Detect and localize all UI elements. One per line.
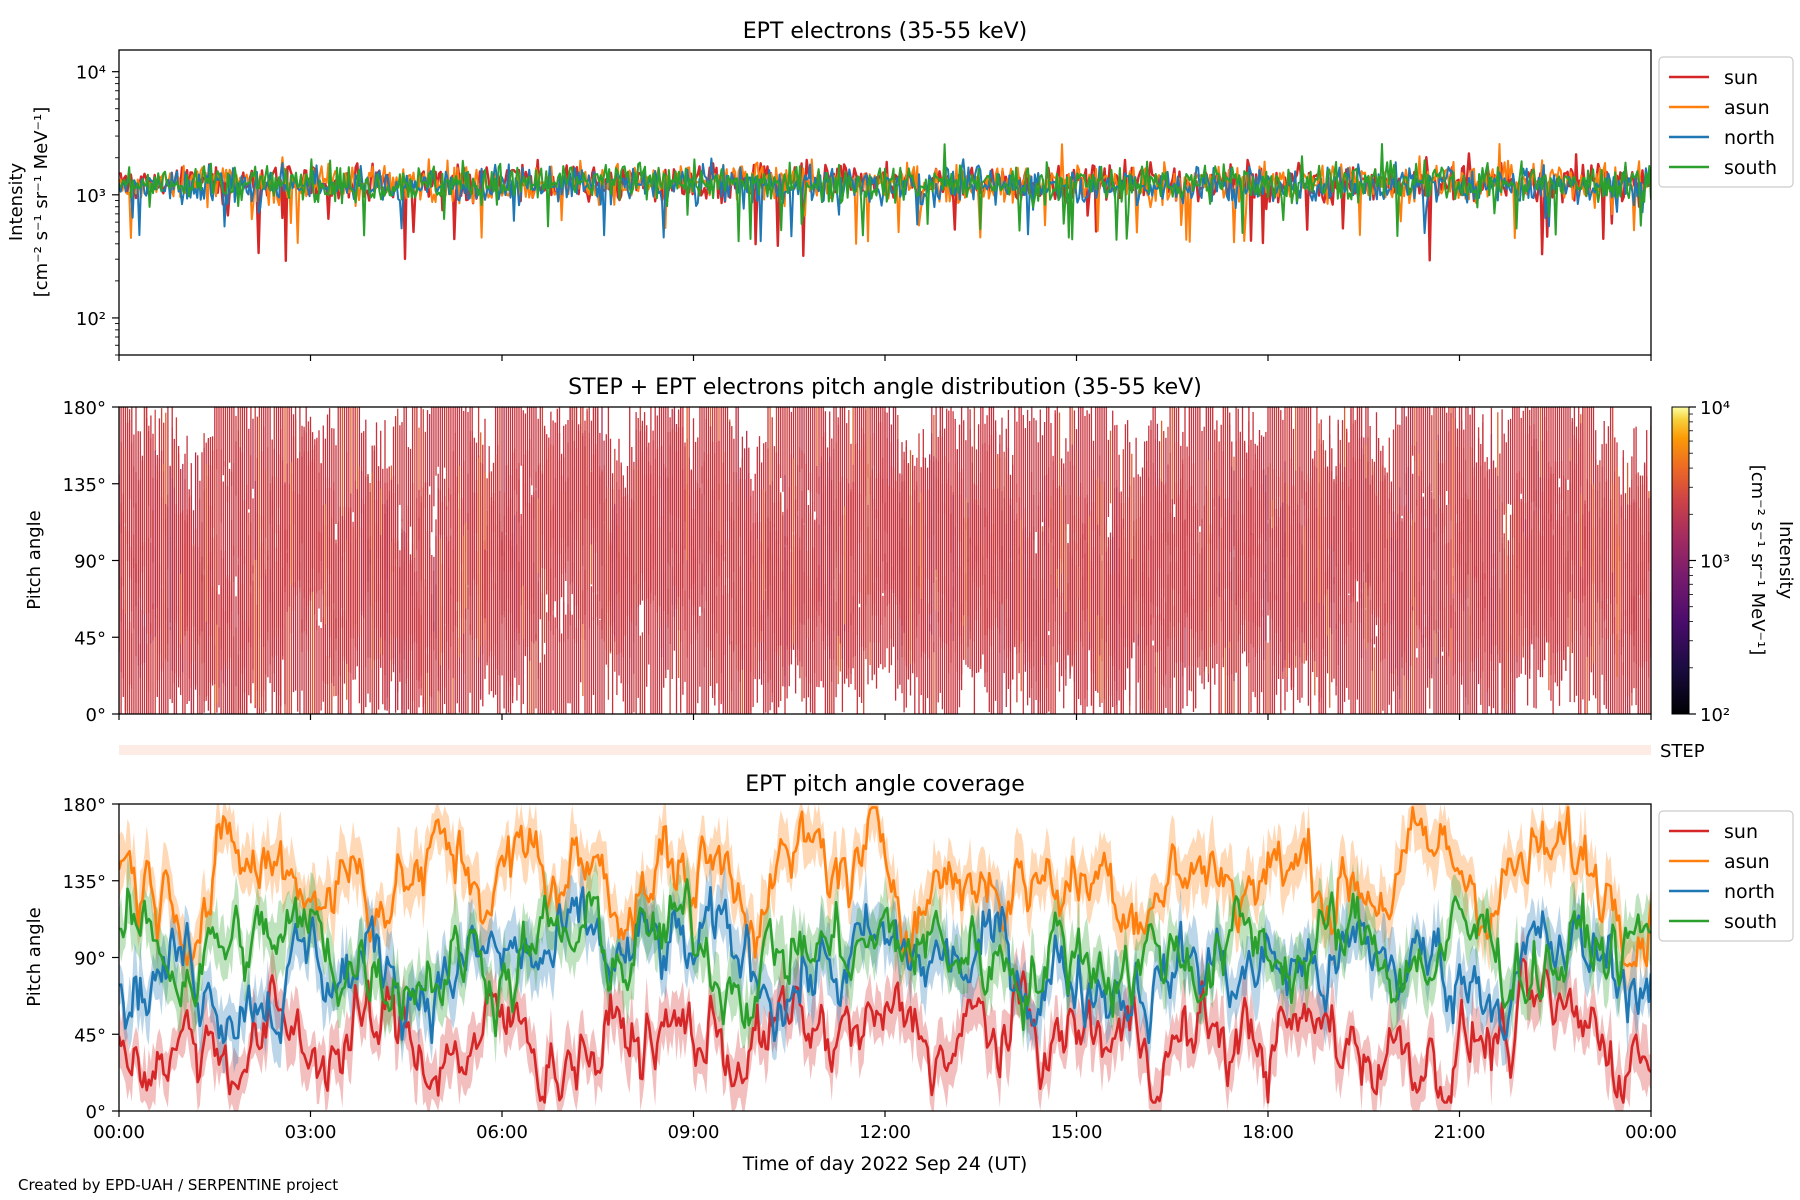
y-tick-label: 0° <box>86 705 106 726</box>
legend-label-sun: sun <box>1724 67 1758 89</box>
x-tick-label: 18:00 <box>1242 1122 1294 1143</box>
panel2-ylabel: Pitch angle <box>24 510 45 609</box>
band-north <box>119 852 1651 1075</box>
panel2-x-ticks <box>118 714 1652 720</box>
y-tick-label: 0° <box>86 1102 106 1123</box>
y-tick-label: 45° <box>74 628 106 649</box>
y-tick-label: 180° <box>63 795 106 816</box>
panel1-y-ticks: 10² 10³ 10⁴ <box>76 63 119 356</box>
legend-label-asun: asun <box>1724 97 1770 119</box>
panel1-title: EPT electrons (35-55 keV) <box>743 19 1028 44</box>
x-tick-label: 15:00 <box>1051 1122 1103 1143</box>
band-south <box>119 854 1651 1064</box>
y-tick-label: 135° <box>63 872 106 893</box>
panel-intensity: EPT electrons (35-55 keV) 10² 10³ 10⁴ Inte… <box>6 19 1794 361</box>
panel1-ylabel-units: [cm⁻² s⁻¹ sr⁻¹ MeV⁻¹] <box>31 107 52 298</box>
panel2-y-ticks: 0° 45° 90° 135° 180° <box>63 398 119 726</box>
panel3-x-ticks: 00:00 03:00 06:00 09:00 12:00 15:00 18:00 21:00… <box>93 1111 1677 1143</box>
y-tick-label: 90° <box>74 949 106 970</box>
x-tick-label: 21:00 <box>1434 1122 1486 1143</box>
panel3-legend: sun asun north south <box>1658 810 1794 942</box>
x-tick-label: 09:00 <box>668 1122 720 1143</box>
colorbar-label: Intensity <box>1775 521 1796 600</box>
colorbar <box>1671 406 1690 715</box>
x-tick-label: 00:00 <box>1625 1122 1677 1143</box>
panel-pitch-angle-coverage: EPT pitch angle coverage 0° 45° 90° 135° 180… <box>24 772 1794 1175</box>
colorbar-tick-label: 10⁴ <box>1700 398 1730 419</box>
colorbar-tick-label: 10² <box>1700 705 1730 726</box>
x-tick-label: 00:00 <box>93 1122 145 1143</box>
series-sun <box>119 957 1651 1104</box>
legend-label-sun: sun <box>1724 821 1758 843</box>
y-tick-label: 135° <box>63 475 106 496</box>
panel2-heatmap <box>119 407 1651 714</box>
y-tick-label: 10⁴ <box>76 63 106 84</box>
colorbar-ticks: 10² 10³ 10⁴ <box>1689 398 1730 726</box>
series-asun <box>119 806 1651 968</box>
y-tick-label: 10² <box>76 309 106 330</box>
step-label: STEP <box>1660 741 1705 762</box>
panel1-frame <box>118 49 1652 356</box>
panel3-series <box>119 804 1651 1111</box>
y-tick-label: 180° <box>63 398 106 419</box>
panel3-y-ticks: 0° 45° 90° 135° 180° <box>63 795 119 1123</box>
series-south <box>119 878 1651 1038</box>
panel2-title: STEP + EPT electrons pitch angle distrib… <box>568 375 1202 400</box>
legend-label-asun: asun <box>1724 851 1770 873</box>
colorbar-tick-label: 10³ <box>1700 552 1730 573</box>
panel-pitch-angle-distribution: STEP + EPT electrons pitch angle distrib… <box>24 375 1796 762</box>
legend-label-south: south <box>1724 157 1777 179</box>
legend-label-south: south <box>1724 911 1777 933</box>
panel1-ylabel: Intensity <box>6 162 27 241</box>
legend-box <box>1658 56 1794 188</box>
panel3-ylabel: Pitch angle <box>24 907 45 1006</box>
y-tick-label: 45° <box>74 1025 106 1046</box>
x-tick-label: 06:00 <box>476 1122 528 1143</box>
x-axis-label: Time of day 2022 Sep 24 (UT) <box>742 1153 1028 1175</box>
panel1-series <box>119 143 1651 262</box>
x-tick-label: 12:00 <box>859 1122 911 1143</box>
step-bar <box>119 745 1651 755</box>
panel3-title: EPT pitch angle coverage <box>745 772 1025 797</box>
legend-box <box>1658 810 1794 942</box>
credit-footer: Created by EPD-UAH / SERPENTINE project <box>18 1176 339 1194</box>
y-tick-label: 10³ <box>76 186 106 207</box>
y-tick-label: 90° <box>74 552 106 573</box>
colorbar-units: [cm⁻² s⁻¹ sr⁻¹ MeV⁻¹] <box>1747 465 1768 656</box>
legend-label-north: north <box>1724 881 1775 903</box>
series-north <box>119 885 1651 1045</box>
panel1-legend: sun asun north south <box>1658 56 1794 188</box>
x-tick-label: 03:00 <box>285 1122 337 1143</box>
legend-label-north: north <box>1724 127 1775 149</box>
panel1-x-ticks <box>118 355 1652 361</box>
series-south <box>119 143 1651 243</box>
